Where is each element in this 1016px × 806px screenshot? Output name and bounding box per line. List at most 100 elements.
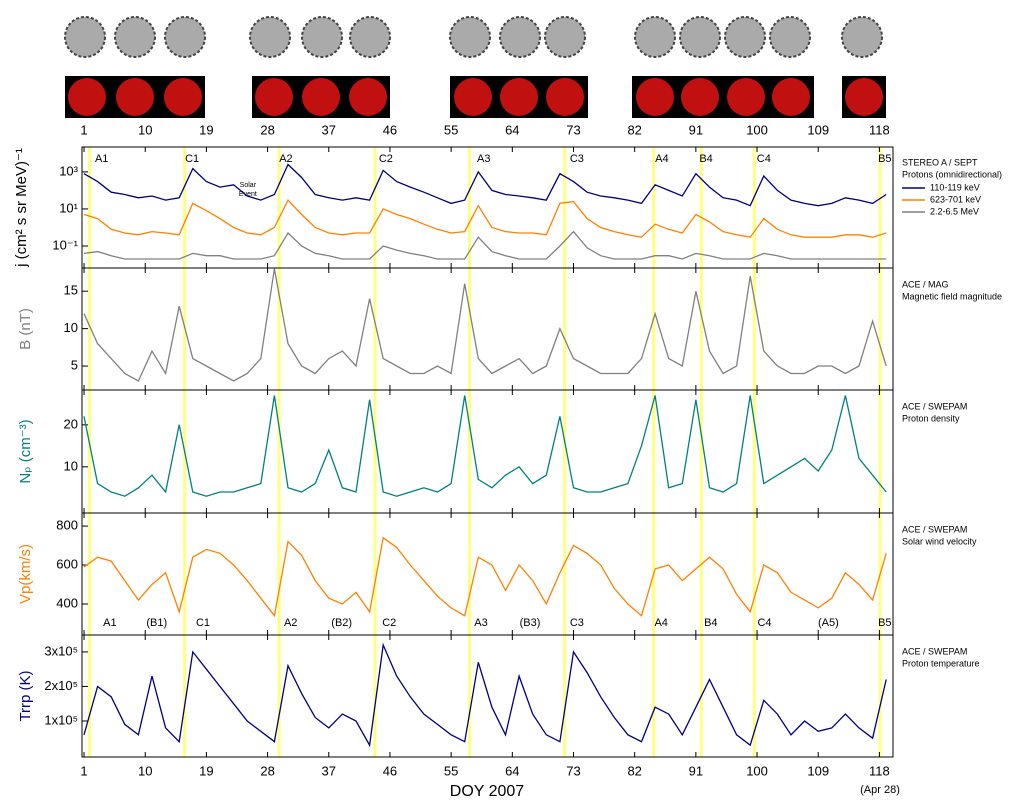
image-label: 46	[383, 122, 397, 137]
annotation: (B3)	[520, 617, 541, 629]
solar-image	[499, 16, 541, 58]
y-tick-label: 600	[56, 556, 78, 571]
x-tick-label: 64	[505, 763, 519, 778]
solar-image	[544, 16, 586, 58]
annotation: A2	[284, 617, 297, 629]
solar-image	[349, 16, 391, 58]
annotation: C3	[570, 617, 584, 629]
y-tick-label: 800	[56, 517, 78, 532]
annotation-note: Event	[239, 191, 257, 198]
panel-source: ACE / MAG	[902, 279, 949, 289]
image-label: 64	[505, 122, 519, 137]
euv-image	[845, 78, 883, 116]
y-tick-label: 10³	[59, 163, 78, 178]
x-tick-label: 55	[444, 763, 458, 778]
annotation: B4	[704, 617, 717, 629]
image-label: 91	[689, 122, 703, 137]
solar-image	[679, 16, 721, 58]
panel-frame	[81, 146, 894, 269]
x-tick-label: 118	[869, 763, 890, 778]
series-line	[83, 642, 887, 748]
image-label: 28	[260, 122, 274, 137]
panel-source: ACE / SWEPAM	[902, 524, 967, 534]
solar-image	[769, 16, 811, 58]
annotation: A1	[95, 153, 108, 165]
series-line	[83, 395, 887, 497]
panel-description: Protons (omnidirectional)	[902, 169, 1002, 179]
solar-image	[724, 16, 766, 58]
y-tick-label: 10¹	[59, 200, 78, 215]
x-tick-label: 1	[80, 763, 87, 778]
solar-image	[634, 16, 676, 58]
annotation: C2	[382, 617, 396, 629]
image-label: 73	[566, 122, 580, 137]
annotation: C4	[757, 617, 771, 629]
euv-image	[349, 78, 387, 116]
annotation: A1	[103, 617, 116, 629]
y-tick-label: 3x10⁵	[44, 643, 78, 658]
y-tick-label: 10⁻¹	[52, 237, 78, 252]
euv-image	[636, 78, 674, 116]
annotation: C4	[757, 153, 771, 165]
x-tick-label: 46	[383, 763, 397, 778]
panel-frame	[81, 389, 894, 514]
solar-image	[64, 16, 106, 58]
annotation: C1	[196, 617, 210, 629]
annotation: A3	[474, 617, 487, 629]
annotation: B4	[699, 153, 712, 165]
y-tick-label: 10	[64, 320, 78, 335]
legend-label: 110-119 keV	[930, 182, 980, 192]
annotation: A4	[654, 617, 667, 629]
annotation: C1	[185, 153, 199, 165]
series-line	[83, 536, 887, 618]
x-tick-label: 19	[199, 763, 213, 778]
y-axis-title: j (cm² s sr MeV)⁻¹	[13, 148, 30, 268]
panel-description: Solar wind velocity	[902, 536, 977, 546]
legend-label: 623-701 keV	[930, 194, 981, 204]
euv-image	[772, 78, 810, 116]
x-axis-note: (Apr 28)	[860, 784, 900, 796]
annotation-note: Solar	[240, 182, 257, 189]
euv-image	[727, 78, 765, 116]
panel-source: STEREO A / SEPT	[902, 157, 978, 167]
x-tick-label: 28	[260, 763, 274, 778]
y-tick-label: 1x10⁵	[44, 712, 78, 727]
annotation: (B1)	[146, 617, 167, 629]
euv-image	[164, 78, 202, 116]
euv-image	[116, 78, 154, 116]
annotation: B5	[878, 153, 891, 165]
image-label: 55	[444, 122, 458, 137]
euv-image	[255, 78, 293, 116]
annotation: (B2)	[331, 617, 352, 629]
annotation: C3	[570, 153, 584, 165]
image-label: 1	[80, 122, 87, 137]
image-label: 118	[869, 122, 890, 137]
annotation: (A5)	[818, 617, 839, 629]
x-tick-label: 109	[807, 763, 829, 778]
y-tick-label: 5	[71, 357, 78, 372]
panel-frame	[81, 267, 894, 391]
y-tick-label: 20	[64, 416, 78, 431]
y-axis-title: Nₚ (cm⁻³)	[17, 419, 34, 483]
image-label: 19	[199, 122, 213, 137]
solar-image	[449, 16, 491, 58]
image-label: 109	[807, 122, 829, 137]
panel-frame	[81, 634, 894, 758]
image-label: 100	[746, 122, 768, 137]
y-tick-label: 10	[64, 458, 78, 473]
image-label: 37	[322, 122, 336, 137]
y-axis-title: Vp(km/s)	[17, 544, 34, 604]
image-label: 82	[627, 122, 641, 137]
solar-image	[164, 16, 206, 58]
y-tick-label: 15	[64, 283, 78, 298]
euv-image	[681, 78, 719, 116]
panel-description: Proton temperature	[902, 658, 980, 668]
annotation: C2	[379, 153, 393, 165]
series-line	[83, 268, 887, 382]
panel-source: ACE / SWEPAM	[902, 646, 967, 656]
panel-description: Proton density	[902, 413, 960, 423]
x-tick-label: 37	[322, 763, 336, 778]
panel-description: Magnetic field magnitude	[902, 291, 1002, 301]
euv-image	[546, 78, 584, 116]
x-tick-label: 82	[627, 763, 641, 778]
